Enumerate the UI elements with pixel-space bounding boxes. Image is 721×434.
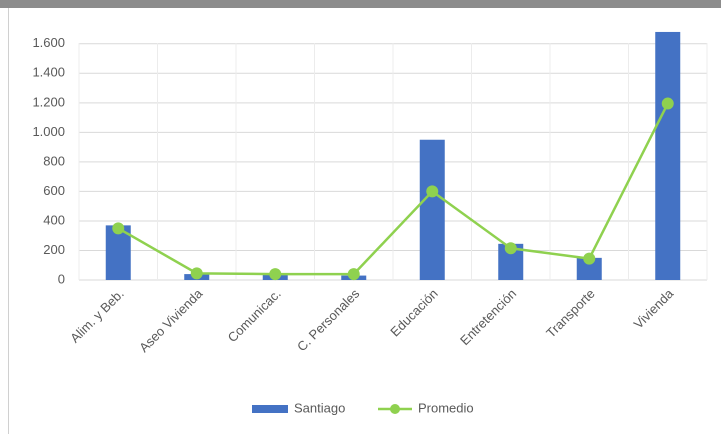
line-marker bbox=[347, 268, 360, 281]
legend-label: Promedio bbox=[418, 400, 474, 415]
bar bbox=[576, 257, 602, 280]
line-marker bbox=[269, 268, 282, 281]
y-tick-label: 1.000 bbox=[32, 124, 65, 139]
x-tick-label: Aseo Vivienda bbox=[136, 285, 206, 355]
legend-swatch bbox=[252, 405, 288, 413]
y-tick-label: 400 bbox=[43, 212, 65, 227]
y-tick-label: 600 bbox=[43, 183, 65, 198]
x-tick-label: C. Personales bbox=[294, 286, 363, 355]
x-tick-label: Comunicac. bbox=[225, 286, 284, 345]
y-tick-label: 1.400 bbox=[32, 65, 65, 80]
line bbox=[117, 102, 669, 276]
header-band bbox=[0, 0, 721, 8]
y-tick-label: 1.200 bbox=[32, 94, 65, 109]
y-tick-label: 0 bbox=[58, 271, 65, 286]
x-tick-label: Transporte bbox=[543, 286, 598, 341]
bar bbox=[655, 31, 681, 280]
line-marker bbox=[190, 267, 203, 280]
y-tick-label: 200 bbox=[43, 242, 65, 257]
y-tick-label: 1.600 bbox=[32, 35, 65, 50]
x-tick-label: Vivienda bbox=[631, 285, 677, 331]
bar bbox=[419, 139, 445, 280]
x-tick-label: Educación bbox=[387, 286, 441, 340]
legend-marker bbox=[390, 404, 400, 414]
x-tick-label: Alim. y Beb. bbox=[67, 286, 127, 346]
line-marker bbox=[504, 242, 517, 255]
y-tick-label: 800 bbox=[43, 153, 65, 168]
line-marker bbox=[661, 97, 674, 110]
x-tick-label: Entretención bbox=[457, 286, 519, 348]
legend-label: Santiago bbox=[294, 400, 345, 415]
line-marker bbox=[426, 185, 439, 198]
line-marker bbox=[112, 222, 125, 235]
line-marker bbox=[583, 252, 596, 265]
